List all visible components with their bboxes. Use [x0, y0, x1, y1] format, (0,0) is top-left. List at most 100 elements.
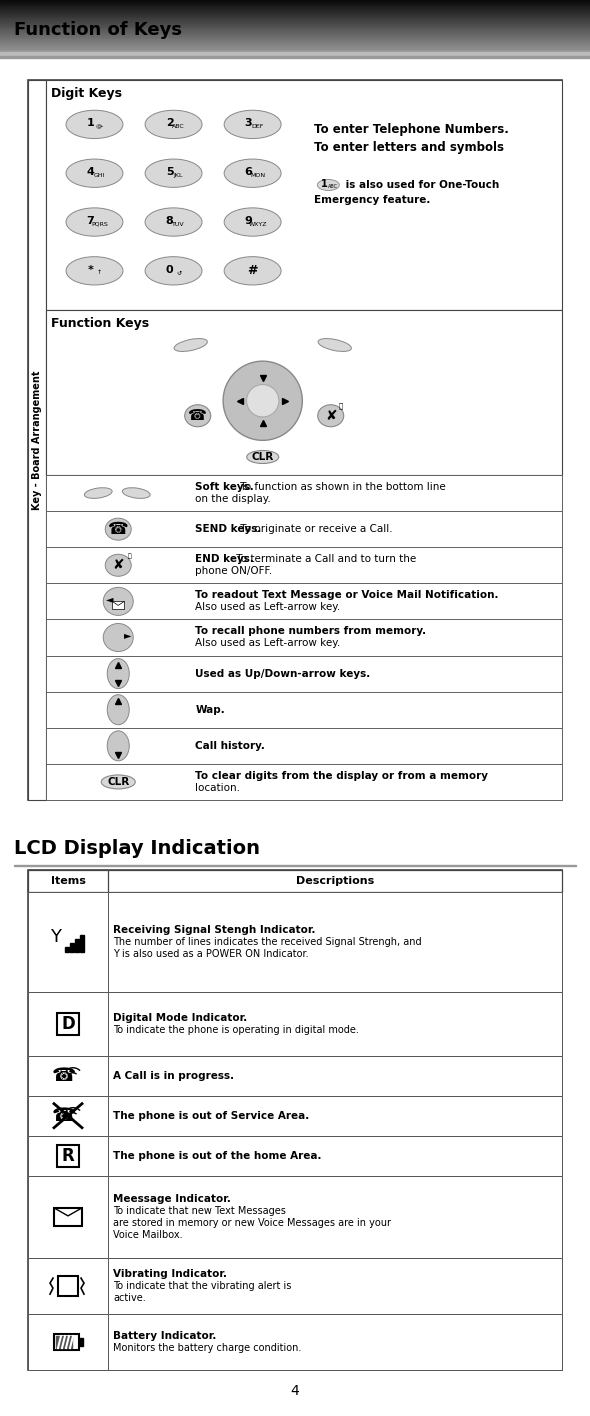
- Text: GHI: GHI: [94, 173, 105, 178]
- Text: 6: 6: [245, 167, 253, 177]
- Ellipse shape: [224, 208, 281, 236]
- Text: Digit Keys: Digit Keys: [51, 86, 122, 99]
- Text: location.: location.: [195, 783, 241, 793]
- Text: is also used for One-Touch: is also used for One-Touch: [342, 180, 500, 190]
- Text: are stored in memory or new Voice Messages are in your: are stored in memory or new Voice Messag…: [113, 1218, 391, 1228]
- Text: ↺: ↺: [176, 270, 181, 275]
- Bar: [79, 1338, 83, 1347]
- Ellipse shape: [145, 256, 202, 285]
- Text: D: D: [61, 1015, 75, 1032]
- Bar: [28, 1259, 562, 1314]
- Bar: [80, 935, 84, 952]
- Text: WXYZ: WXYZ: [248, 221, 267, 227]
- Text: To recall phone numbers from memory.: To recall phone numbers from memory.: [195, 626, 427, 637]
- Text: 3: 3: [245, 119, 253, 129]
- Ellipse shape: [107, 658, 129, 688]
- Ellipse shape: [247, 450, 278, 463]
- Text: 0: 0: [166, 265, 173, 275]
- Bar: [75, 939, 78, 952]
- Text: To enter Telephone Numbers.: To enter Telephone Numbers.: [314, 123, 509, 136]
- Text: phone ON/OFF.: phone ON/OFF.: [195, 566, 273, 576]
- Text: 4: 4: [291, 1383, 299, 1398]
- Bar: [57, 1012, 79, 1035]
- Bar: [28, 1136, 562, 1175]
- Text: 7: 7: [87, 217, 94, 227]
- Text: To clear digits from the display or from a memory: To clear digits from the display or from…: [195, 770, 489, 782]
- Text: Battery Indicator.: Battery Indicator.: [113, 1331, 217, 1341]
- Text: To indicate that new Text Messages: To indicate that new Text Messages: [113, 1206, 286, 1216]
- Text: 9: 9: [245, 217, 253, 227]
- Ellipse shape: [103, 623, 133, 651]
- Bar: [70, 943, 74, 952]
- Text: ↑: ↑: [97, 270, 102, 275]
- Bar: [28, 79, 46, 800]
- Text: The phone is out of the home Area.: The phone is out of the home Area.: [113, 1151, 322, 1161]
- Ellipse shape: [145, 159, 202, 187]
- Text: ☎: ☎: [52, 1106, 76, 1126]
- Text: 8: 8: [166, 217, 173, 227]
- Text: END keys.: END keys.: [195, 554, 254, 565]
- Text: SEND keys.: SEND keys.: [195, 524, 262, 534]
- Ellipse shape: [224, 159, 281, 187]
- Bar: [28, 1175, 562, 1259]
- Bar: [28, 892, 108, 991]
- Ellipse shape: [107, 695, 129, 725]
- Text: #: #: [247, 265, 258, 278]
- Text: To function as shown in the bottom line: To function as shown in the bottom line: [237, 481, 445, 491]
- Text: The phone is out of Service Area.: The phone is out of Service Area.: [113, 1110, 309, 1120]
- Bar: [28, 79, 562, 800]
- Ellipse shape: [105, 554, 131, 576]
- Text: Call history.: Call history.: [195, 741, 266, 750]
- Text: ⓘ: ⓘ: [127, 554, 131, 559]
- Text: TUV: TUV: [172, 221, 185, 227]
- Bar: [56, 1337, 72, 1348]
- Text: A Call is in progress.: A Call is in progress.: [113, 1070, 234, 1080]
- Text: To indicate that the vibrating alert is: To indicate that the vibrating alert is: [113, 1281, 291, 1291]
- Bar: [46, 583, 562, 619]
- Text: ⓘ: ⓘ: [339, 402, 343, 409]
- Text: Also used as Left-arrow key.: Also used as Left-arrow key.: [195, 602, 341, 612]
- Bar: [28, 1096, 108, 1136]
- Ellipse shape: [318, 338, 352, 351]
- Bar: [46, 511, 562, 547]
- Ellipse shape: [224, 110, 281, 139]
- Bar: [28, 1175, 108, 1259]
- Text: To terminate a Call and to turn the: To terminate a Call and to turn the: [233, 554, 416, 565]
- Text: ABC: ABC: [328, 184, 338, 188]
- Text: To enter letters and symbols: To enter letters and symbols: [314, 140, 504, 153]
- Text: Digital Mode Indicator.: Digital Mode Indicator.: [113, 1012, 247, 1022]
- Bar: [54, 1334, 79, 1349]
- Bar: [46, 547, 562, 583]
- Bar: [46, 728, 562, 763]
- Text: 4: 4: [87, 167, 94, 177]
- Bar: [14, 865, 576, 867]
- Ellipse shape: [66, 208, 123, 236]
- Text: To originate or receive a Call.: To originate or receive a Call.: [237, 524, 392, 534]
- Bar: [46, 691, 562, 728]
- Ellipse shape: [66, 159, 123, 187]
- Ellipse shape: [145, 208, 202, 236]
- Text: 5: 5: [166, 167, 173, 177]
- Bar: [58, 1276, 78, 1296]
- Text: Descriptions: Descriptions: [296, 877, 374, 886]
- Text: Items: Items: [51, 877, 86, 886]
- Text: PQRS: PQRS: [91, 221, 108, 227]
- Text: ☎: ☎: [108, 520, 129, 538]
- Ellipse shape: [145, 110, 202, 139]
- Text: 18: 18: [37, 439, 38, 440]
- Ellipse shape: [101, 775, 135, 789]
- Ellipse shape: [247, 385, 279, 416]
- Text: Υ is also used as a POWER ON Indicator.: Υ is also used as a POWER ON Indicator.: [113, 949, 309, 959]
- Bar: [28, 991, 108, 1056]
- Text: Function of Keys: Function of Keys: [14, 21, 182, 40]
- Text: 2: 2: [166, 119, 173, 129]
- Text: Receiving Signal Stengh Indicator.: Receiving Signal Stengh Indicator.: [113, 925, 316, 935]
- Text: Monitors the battery charge condition.: Monitors the battery charge condition.: [113, 1342, 301, 1354]
- Text: Vibrating Indicator.: Vibrating Indicator.: [113, 1269, 227, 1279]
- Ellipse shape: [224, 256, 281, 285]
- Ellipse shape: [185, 405, 211, 426]
- Bar: [46, 310, 562, 474]
- Ellipse shape: [174, 338, 208, 351]
- Text: ☎: ☎: [52, 1066, 76, 1085]
- Ellipse shape: [105, 518, 131, 539]
